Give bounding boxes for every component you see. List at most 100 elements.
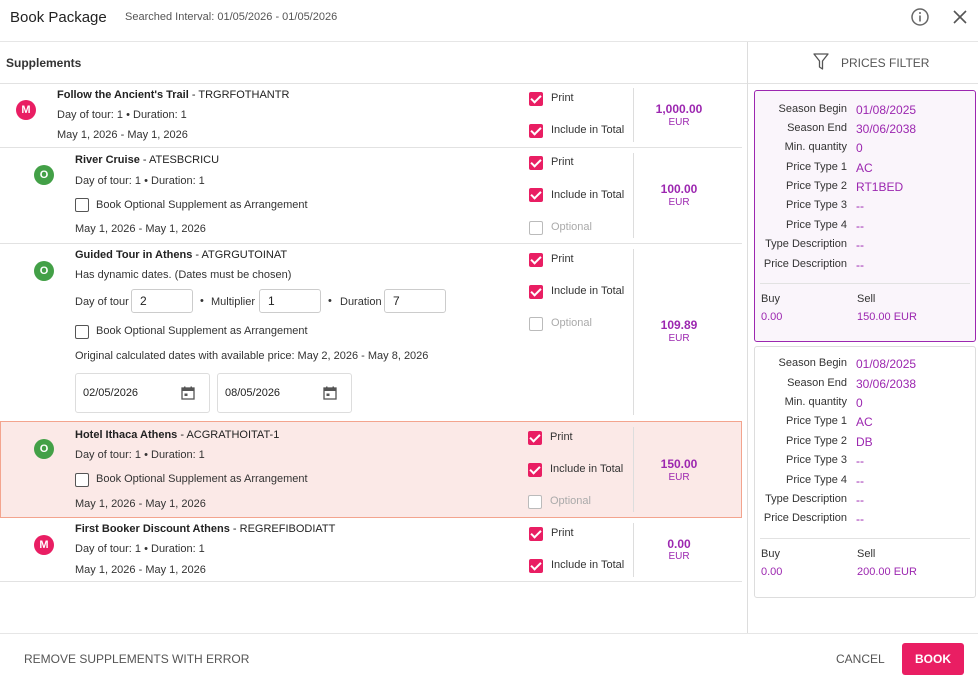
prices-filter-title[interactable]: PRICES FILTER: [841, 56, 930, 70]
print-checkbox[interactable]: [529, 156, 543, 170]
price-type-1-label: Price Type 1: [786, 415, 847, 427]
date-to-input[interactable]: 08/05/2026: [217, 373, 352, 413]
date-from-input[interactable]: 02/05/2026: [75, 373, 210, 413]
type-description-value: --: [856, 493, 864, 507]
remove-supplements-with-error-button[interactable]: REMOVE SUPPLEMENTS WITH ERROR: [24, 652, 250, 666]
print-label: Print: [551, 527, 574, 539]
divider: [0, 243, 742, 244]
arrangement-checkbox[interactable]: [75, 473, 89, 487]
filter-icon[interactable]: [813, 53, 829, 71]
sell-label: Sell: [857, 548, 876, 560]
price-description-label: Price Description: [763, 258, 847, 270]
print-label: Print: [551, 253, 574, 265]
price-currency: EUR: [668, 197, 690, 208]
divider: [748, 83, 978, 84]
print-checkbox[interactable]: [529, 92, 543, 106]
sell-value: 150.00 EUR: [857, 311, 917, 323]
column-divider: [633, 249, 634, 415]
duration-label: Duration: [340, 296, 382, 308]
duration-input[interactable]: 7: [384, 289, 446, 313]
print-checkbox[interactable]: [529, 253, 543, 267]
include-total-checkbox[interactable]: [529, 188, 543, 202]
searched-interval: Searched Interval: 01/05/2026 - 01/05/20…: [125, 11, 338, 23]
cancel-button[interactable]: CANCEL: [836, 652, 885, 666]
season-end-label: Season End: [787, 377, 847, 389]
optional-checkbox[interactable]: [529, 221, 543, 235]
season-begin-label: Season Begin: [778, 357, 848, 369]
multiplier-input[interactable]: 1: [259, 289, 321, 313]
buy-label: Buy: [761, 293, 780, 305]
price-type-3-value: --: [856, 199, 864, 213]
selected-supplement-row[interactable]: [0, 421, 742, 518]
calendar-icon[interactable]: [323, 386, 337, 400]
price-description-label: Price Description: [763, 512, 847, 524]
divider: [0, 581, 742, 582]
info-icon[interactable]: [910, 7, 930, 27]
price-currency: EUR: [668, 472, 690, 483]
type-description-label: Type Description: [765, 238, 847, 250]
price-type-3-label: Price Type 3: [786, 199, 847, 211]
print-checkbox[interactable]: [529, 527, 543, 541]
optional-label: Optional: [551, 221, 592, 233]
supplement-name: Guided Tour in Athens - ATGRGUTOINAT: [75, 249, 288, 261]
close-icon[interactable]: [950, 7, 970, 27]
optional-checkbox[interactable]: [529, 317, 543, 331]
price-type-3-label: Price Type 3: [786, 454, 847, 466]
price-type-2-value: RT1BED: [856, 180, 904, 194]
include-total-checkbox[interactable]: [529, 124, 543, 138]
supplement-price: 109.89: [660, 318, 698, 332]
print-label: Print: [550, 431, 573, 443]
print-checkbox[interactable]: [528, 431, 542, 445]
arrangement-label: Book Optional Supplement as Arrangement: [96, 325, 308, 337]
min-quantity-label: Min. quantity: [784, 141, 847, 153]
min-quantity-label: Min. quantity: [784, 396, 847, 408]
supplement-price: 150.00: [660, 457, 698, 471]
dialog-header: [0, 0, 978, 42]
price-type-4-label: Price Type 4: [786, 219, 847, 231]
sell-label: Sell: [857, 293, 876, 305]
price-currency: EUR: [668, 117, 690, 128]
include-total-checkbox[interactable]: [529, 559, 543, 573]
supplement-name: River Cruise - ATESBCRICU: [75, 154, 220, 166]
book-button[interactable]: BOOK: [902, 643, 964, 675]
dialog-title: Book Package: [10, 9, 107, 26]
divider: [0, 83, 747, 84]
tour-info: Day of tour: 1 • Duration: 1: [75, 543, 205, 555]
supplements-title: Supplements: [6, 56, 82, 70]
include-total-label: Include in Total: [551, 559, 625, 571]
buy-value: 0.00: [761, 566, 783, 578]
multiplier-label: Multiplier: [211, 296, 256, 308]
min-quantity-value: 0: [856, 396, 863, 410]
column-divider: [633, 523, 634, 577]
mandatory-badge: M: [34, 535, 54, 555]
price-card[interactable]: [754, 346, 976, 598]
column-divider: [633, 427, 634, 512]
price-description-value: --: [856, 258, 864, 272]
calendar-icon[interactable]: [181, 386, 195, 400]
buy-value: 0.00: [761, 311, 783, 323]
arrangement-checkbox[interactable]: [75, 325, 89, 339]
original-dates-note: Original calculated dates with available…: [75, 350, 429, 362]
optional-checkbox[interactable]: [528, 495, 542, 509]
include-total-label: Include in Total: [550, 463, 624, 475]
tour-info: Day of tour: 1 • Duration: 1: [75, 175, 205, 187]
supplement-dates: May 1, 2026 - May 1, 2026: [75, 223, 206, 235]
price-card-selected[interactable]: [754, 90, 976, 342]
divider: [760, 283, 970, 284]
price-type-4-label: Price Type 4: [786, 474, 847, 486]
include-total-checkbox[interactable]: [529, 285, 543, 299]
season-begin-label: Season Begin: [778, 103, 848, 115]
optional-badge: O: [34, 439, 54, 459]
divider: [760, 538, 970, 539]
include-total-checkbox[interactable]: [528, 463, 542, 477]
arrangement-label: Book Optional Supplement as Arrangement: [96, 473, 308, 485]
arrangement-checkbox[interactable]: [75, 198, 89, 212]
dynamic-dates-note: Has dynamic dates. (Dates must be chosen…: [75, 269, 292, 281]
day-of-tour-input[interactable]: 2: [131, 289, 193, 313]
supplement-name: Hotel Ithaca Athens - ACGRATHOITAT-1: [75, 429, 280, 441]
optional-badge: O: [34, 165, 54, 185]
tour-info: Day of tour: 1 • Duration: 1: [57, 109, 187, 121]
supplement-price: 100.00: [660, 182, 698, 196]
print-label: Print: [551, 92, 574, 104]
season-end-value: 30/06/2038: [856, 377, 917, 391]
